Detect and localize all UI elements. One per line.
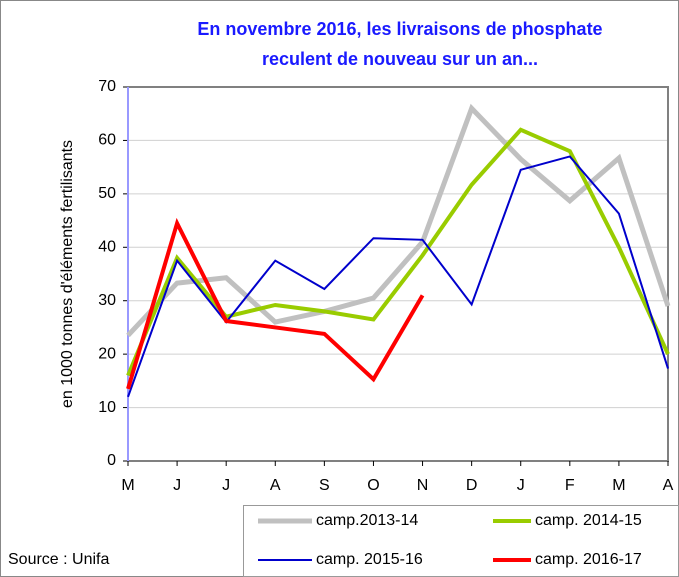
x-tick-label: D	[466, 477, 478, 494]
y-tick-label: 50	[98, 185, 116, 202]
series-line	[126, 217, 425, 390]
y-tick-label: 30	[98, 292, 116, 309]
chart-title: En novembre 2016, les livraisons de phos…	[197, 19, 602, 69]
y-tick-label: 60	[98, 132, 116, 149]
x-tick-label: J	[517, 477, 525, 494]
x-tick-label: S	[319, 477, 330, 494]
y-tick-label: 0	[107, 452, 116, 469]
x-tick-label: A	[270, 477, 281, 494]
series-line	[126, 103, 671, 338]
x-tick-label: M	[121, 477, 134, 494]
x-tick-label: A	[663, 477, 674, 494]
x-tick-label: F	[565, 477, 575, 494]
y-tick-label: 10	[98, 399, 116, 416]
x-tick-label: O	[367, 477, 379, 494]
y-tick-label: 40	[98, 239, 116, 256]
y-tick-label: 20	[98, 345, 116, 362]
x-tick-label: J	[173, 477, 181, 494]
legend-label: camp. 2015-16	[316, 551, 423, 568]
legend-label: camp. 2016-17	[535, 551, 642, 568]
legend-label: camp. 2014-15	[535, 512, 642, 529]
y-tick-label: 70	[98, 78, 116, 95]
x-tick-label: N	[417, 477, 429, 494]
source: Source : Unifa	[8, 551, 109, 568]
x-tick-label: M	[612, 477, 625, 494]
y-axis-label: en 1000 tonnes d'éléments fertilisants	[59, 140, 76, 408]
legend-label: camp.2013-14	[316, 512, 418, 529]
x-tick-label: J	[222, 477, 230, 494]
series-line	[127, 155, 669, 398]
